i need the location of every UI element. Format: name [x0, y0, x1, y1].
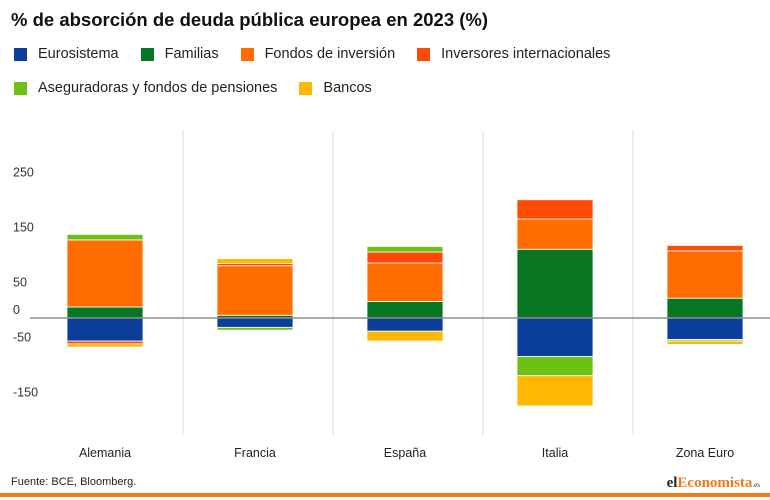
- bar-fondos-francia: [216, 265, 294, 316]
- legend-row-2: Aseguradoras y fondos de pensiones Banco…: [14, 78, 754, 98]
- bar-bancos-italia: [516, 375, 594, 407]
- source-note: Fuente: BCE, Bloomberg.: [11, 476, 137, 488]
- y-tick-label: -50: [13, 331, 31, 345]
- bar-eurosistema-alemania: [66, 317, 144, 342]
- y-tick-label: 250: [13, 166, 34, 180]
- logo-part-es: .es: [752, 481, 760, 489]
- x-tick-label: Zona Euro: [676, 446, 734, 460]
- x-tick-label: Francia: [234, 446, 276, 460]
- bar-eurosistema-zona-euro: [666, 317, 744, 340]
- bar-inversores-españa: [366, 251, 444, 264]
- legend-label-fondos: Fondos de inversión: [264, 46, 396, 62]
- bar-familias-zona-euro: [666, 297, 744, 319]
- logo-part-economista: Economista: [677, 475, 753, 491]
- legend-swatch-eurosistema: [14, 47, 27, 61]
- legend-label-inversores: Inversores internacionales: [441, 46, 611, 62]
- bar-fondos-españa: [366, 262, 444, 302]
- legend-swatch-familias: [140, 47, 154, 61]
- chart-title: % de absorción de deuda pública europea …: [11, 9, 489, 30]
- legend-item-familias: Familias: [140, 46, 219, 62]
- legend-label-aseguradoras: Aseguradoras y fondos de pensiones: [38, 80, 278, 96]
- bar-aseguradoras-italia: [516, 356, 594, 377]
- legend-item-aseguradoras: Aseguradoras y fondos de pensiones: [14, 80, 277, 96]
- legend-label-bancos: Bancos: [323, 80, 372, 96]
- bar-eurosistema-francia: [216, 317, 294, 328]
- bar-inversores-italia: [516, 199, 594, 220]
- bar-familias-españa: [366, 301, 444, 319]
- x-tick-label: Alemania: [79, 446, 131, 460]
- y-tick-label: -150: [13, 386, 38, 400]
- legend-swatch-bancos: [299, 81, 313, 95]
- legend-swatch-aseguradoras: [14, 81, 27, 95]
- x-tick-label: España: [384, 446, 426, 460]
- bar-fondos-italia: [516, 218, 594, 250]
- logo-part-el: el: [666, 475, 678, 491]
- bar-bancos-alemania: [66, 343, 144, 348]
- y-tick-label: 50: [13, 276, 27, 290]
- legend-swatch-inversores: [417, 47, 431, 61]
- legend-label-eurosistema: Eurosistema: [38, 46, 119, 62]
- legend-swatch-fondos: [240, 47, 254, 61]
- bar-inversores-zona-euro: [666, 244, 744, 252]
- legend: Eurosistema Familias Fondos de inversión…: [14, 44, 754, 112]
- bar-inversores-alemania: [66, 340, 144, 345]
- bar-fondos-alemania: [66, 239, 144, 308]
- bar-bancos-francia: [216, 258, 294, 264]
- bar-aseguradoras-francia: [216, 326, 294, 331]
- bar-familias-alemania: [66, 306, 144, 319]
- bar-bancos-zona-euro: [666, 340, 744, 345]
- bar-fondos-zona-euro: [666, 250, 744, 299]
- bar-eurosistema-españa: [366, 317, 444, 332]
- legend-item-fondos: Fondos de inversión: [240, 46, 396, 62]
- x-tick-label: Italia: [542, 446, 568, 460]
- bar-eurosistema-italia: [516, 317, 594, 357]
- bar-bancos-españa: [366, 330, 444, 342]
- legend-item-inversores: Inversores internacionales: [417, 46, 610, 62]
- y-tick-label: 150: [13, 221, 34, 235]
- legend-item-bancos: Bancos: [299, 80, 372, 96]
- legend-row-1: Eurosistema Familias Fondos de inversión…: [14, 44, 754, 64]
- bottom-accent-rule: [0, 493, 770, 497]
- legend-item-eurosistema: Eurosistema: [14, 46, 119, 62]
- y-tick-label: 0: [13, 303, 20, 317]
- bar-aseguradoras-españa: [366, 246, 444, 253]
- bar-aseguradoras-alemania: [66, 233, 144, 241]
- bar-familias-italia: [516, 248, 594, 319]
- publisher-logo: elEconomista.es: [667, 475, 760, 492]
- stacked-bar-chart: 250 150 50 0 -50 -150 Alemania Francia España Ita…: [13, 130, 770, 460]
- legend-label-familias: Familias: [164, 46, 219, 62]
